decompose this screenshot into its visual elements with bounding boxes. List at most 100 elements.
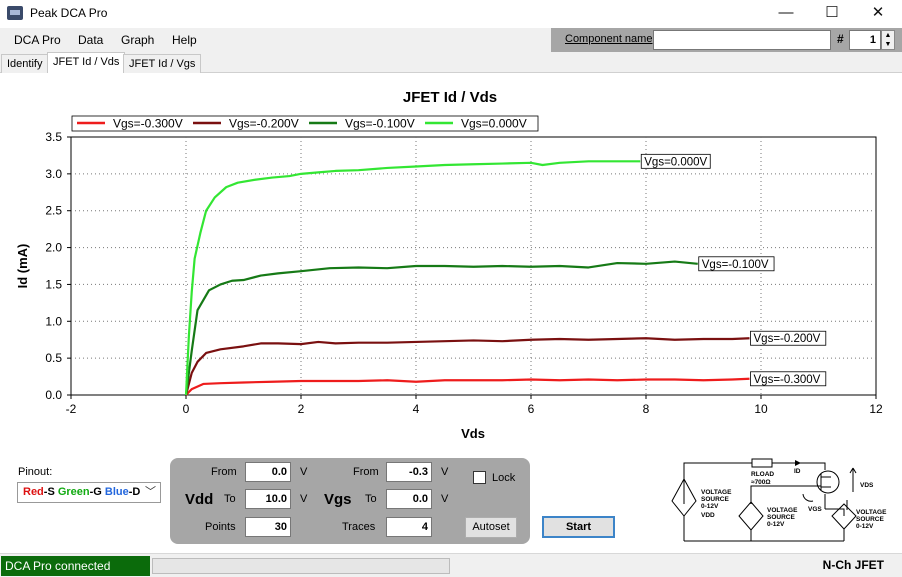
pinout-label: Pinout:	[18, 466, 53, 478]
series-line	[185, 377, 750, 396]
connection-status: DCA Pro connected	[1, 556, 150, 576]
legend-entry: Vgs=-0.300V	[113, 117, 183, 131]
close-button[interactable]: ✕	[871, 4, 885, 21]
spin-up-icon[interactable]: ▲	[884, 32, 892, 39]
y-tick-label: 0.0	[45, 388, 62, 402]
series-line	[184, 160, 641, 396]
vdd-from-input[interactable]: 0.0	[245, 462, 291, 482]
chevron-down-icon[interactable]: ﹀	[145, 486, 156, 498]
vgs-source-label: VOLTAGE SOURCE 0-12V	[767, 507, 798, 528]
x-tick-label: 6	[528, 402, 535, 416]
x-tick-label: 12	[869, 402, 883, 416]
vdd-points-label: Points	[205, 521, 236, 533]
window-title: Peak DCA Pro	[30, 6, 108, 20]
jfet-symbol	[816, 470, 840, 494]
rload-value: ≈700Ω	[751, 479, 771, 486]
tab-jfet-id-vds[interactable]: JFET Id / Vds	[47, 52, 126, 74]
legend-box	[71, 115, 539, 132]
series-line	[184, 337, 750, 396]
component-name-label[interactable]: Component name	[565, 33, 653, 45]
legend-entry: Vgs=-0.200V	[229, 117, 299, 131]
y-tick-label: 0.5	[45, 351, 62, 365]
vdd-to-unit: V	[300, 493, 308, 505]
y-tick-label: 3.5	[45, 130, 62, 144]
y-tick-label: 1.0	[45, 314, 62, 328]
autoset-button[interactable]: Autoset	[465, 517, 517, 538]
component-number-spinner[interactable]: ▲ ▼	[881, 30, 895, 50]
series-end-label: Vgs=-0.300V	[754, 374, 821, 386]
pinout-part: -G	[89, 486, 105, 498]
vgs-from-unit: V	[441, 466, 449, 478]
x-tick-label: -2	[66, 402, 77, 416]
id-label: ID	[794, 468, 801, 475]
id-arrow-icon	[795, 460, 801, 466]
maximize-button[interactable]: ☐	[825, 4, 839, 21]
vdd-points-input[interactable]: 30	[245, 517, 291, 537]
title-bar: Peak DCA Pro — ☐ ✕	[0, 0, 902, 28]
menu-dca-pro[interactable]: DCA Pro	[14, 33, 61, 47]
vdd-source-label: VOLTAGE SOURCE 0-12V	[701, 489, 732, 510]
app-icon	[7, 6, 23, 20]
series-end-label: Vgs=-0.200V	[754, 333, 821, 345]
component-number-input[interactable]: 1	[849, 30, 881, 50]
y-tick-label: 3.0	[45, 167, 62, 181]
sweep-control-panel: From 0.0 V Vdd To 10.0 V Points 30 From …	[170, 458, 530, 544]
tab-jfet-id-vgs[interactable]: JFET Id / Vgs	[123, 54, 202, 73]
vgs-to-unit: V	[441, 493, 449, 505]
vdd-label-schematic: VDD	[701, 512, 715, 519]
vdd-to-label: To	[224, 493, 236, 505]
id-vds-chart: -2 0 2 4 6 8 10 12 0.0 0.5 1.0 1.5 2.0 2.5 3.0 3.5 JFET …	[15, 89, 883, 441]
x-tick-label: 0	[183, 402, 190, 416]
progress-bar	[152, 558, 450, 574]
vgs-traces-input[interactable]: 4	[386, 517, 432, 537]
pinout-value: Red-S Green-G Blue-D	[23, 486, 140, 498]
tab-identify[interactable]: Identify	[1, 54, 49, 73]
x-tick-label: 10	[754, 402, 768, 416]
rload-resistor-symbol	[751, 458, 773, 468]
vds-source-label: VOLTAGE SOURCE 0-12V	[856, 509, 887, 530]
pinout-part: Red	[23, 486, 44, 498]
lock-checkbox[interactable]	[473, 471, 486, 484]
vgs-label-schematic: VGS	[808, 506, 822, 513]
vdd-source-symbol	[671, 477, 697, 517]
x-tick-label: 4	[413, 402, 420, 416]
schematic-wires	[671, 458, 857, 542]
menu-help[interactable]: Help	[172, 33, 197, 47]
vdd-to-input[interactable]: 10.0	[245, 489, 291, 509]
series-end-label: Vgs=-0.100V	[702, 259, 769, 271]
start-button[interactable]: Start	[542, 516, 615, 538]
menu-data[interactable]: Data	[78, 33, 104, 47]
y-axis-label: Id (mA)	[15, 244, 30, 289]
vgs-to-input[interactable]: 0.0	[386, 489, 432, 509]
series-line	[184, 260, 698, 396]
vdd-from-label: From	[211, 466, 237, 478]
legend-entry: Vgs=-0.100V	[345, 117, 415, 131]
minimize-button[interactable]: —	[778, 4, 794, 21]
vgs-from-input[interactable]: -0.3	[386, 462, 432, 482]
series-end-label: Vgs=0.000V	[644, 156, 707, 168]
vgs-to-label: To	[365, 493, 377, 505]
x-axis-label: Vds	[461, 426, 485, 441]
y-tick-label: 2.0	[45, 241, 62, 255]
spin-down-icon[interactable]: ▼	[884, 41, 892, 48]
x-tick-label: 8	[643, 402, 650, 416]
vdd-from-unit: V	[300, 466, 308, 478]
series-end-label-box	[750, 371, 827, 387]
pinout-select[interactable]: Red-S Green-G Blue-D ﹀	[17, 482, 161, 503]
pinout-part: Green	[57, 486, 90, 498]
component-number-label: #	[837, 32, 844, 46]
status-bar: DCA Pro connected N-Ch JFET	[0, 553, 902, 577]
menu-graph[interactable]: Graph	[121, 33, 155, 47]
lock-label: Lock	[492, 472, 516, 484]
x-tick-label: 2	[298, 402, 305, 416]
vdd-label: Vdd	[185, 491, 214, 508]
legend-entry: Vgs=0.000V	[461, 117, 527, 131]
rload-label: RLOAD	[751, 471, 774, 478]
vgs-source-symbol	[738, 501, 764, 531]
vds-label-schematic: VDS	[860, 482, 874, 489]
device-type-label: N-Ch JFET	[822, 558, 884, 572]
vgs-label: Vgs	[324, 491, 352, 508]
series-end-label-box	[750, 330, 827, 346]
vds-source-symbol	[831, 503, 857, 530]
component-name-input[interactable]	[653, 30, 831, 50]
